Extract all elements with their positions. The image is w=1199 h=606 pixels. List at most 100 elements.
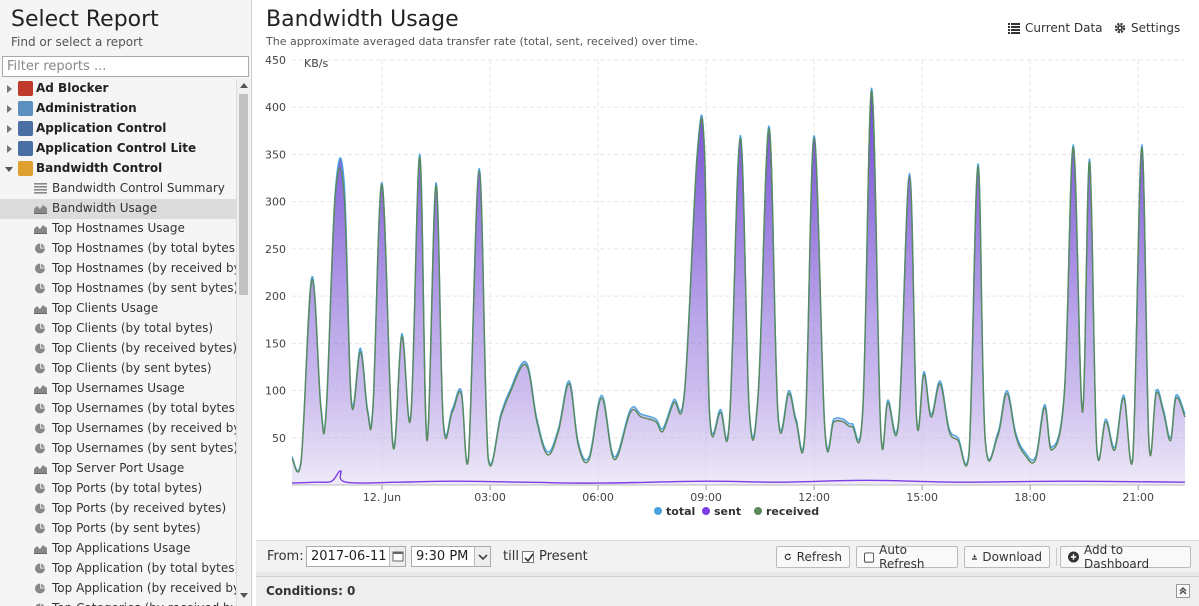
current-data-label: Current Data: [1025, 21, 1103, 35]
tree-category-application-control[interactable]: Application Control: [0, 119, 236, 139]
tree-category-application-control-lite[interactable]: Application Control Lite: [0, 139, 236, 159]
report-view-panel: Bandwidth Usage The approximate averaged…: [256, 0, 1199, 606]
tree-category-label: Administration: [36, 101, 137, 115]
total-area: [292, 88, 1185, 485]
tree-report-item[interactable]: Bandwidth Usage: [0, 199, 236, 219]
tree-report-item[interactable]: Top Clients (by sent bytes): [0, 359, 236, 379]
x-tick-label: 12. Jun: [363, 491, 401, 504]
tree-scrollbar[interactable]: [236, 79, 250, 606]
collapsed-arrow-icon[interactable]: [7, 105, 12, 113]
tree-report-item[interactable]: Top Ports (by received bytes): [0, 499, 236, 519]
tree-report-item[interactable]: Top Hostnames (by sent bytes): [0, 279, 236, 299]
tree-category-label: Bandwidth Control: [36, 161, 163, 175]
pie-chart-icon: [35, 323, 45, 334]
settings-label: Settings: [1131, 21, 1181, 35]
calendar-icon[interactable]: [389, 547, 405, 566]
pie-chart-icon: [35, 423, 45, 434]
collapsed-arrow-icon[interactable]: [7, 125, 12, 133]
y-axis-label: KB/s: [304, 57, 328, 70]
tree-category-ad-blocker[interactable]: Ad Blocker: [0, 79, 236, 99]
pie-chart-icon: [35, 283, 45, 294]
y-tick-label: 50: [272, 432, 286, 445]
chevron-down-icon[interactable]: [474, 547, 490, 566]
series-received-line: [291, 90, 1186, 473]
expanded-arrow-icon[interactable]: [5, 167, 13, 172]
pie-chart-icon: [35, 403, 45, 414]
conditions-label: Conditions: 0: [266, 584, 356, 598]
settings-button[interactable]: Settings: [1114, 19, 1180, 37]
tree-report-item[interactable]: Top Server Port Usage: [0, 459, 236, 479]
tree-category-bandwidth-control[interactable]: Bandwidth Control: [0, 159, 236, 179]
current-data-button[interactable]: Current Data: [1008, 19, 1103, 37]
checkbox-empty-icon: [864, 551, 875, 563]
y-tick-label: 200: [265, 290, 286, 303]
download-label: Download: [982, 550, 1042, 564]
x-tick-label: 15:00: [906, 491, 938, 504]
tree-report-label: Top Usernames (by sent bytes): [52, 441, 236, 455]
tree-report-item[interactable]: Top Usernames (by received bytes): [0, 419, 236, 439]
tree-report-label: Top Clients (by total bytes): [52, 321, 214, 335]
pie-chart-icon: [35, 343, 45, 354]
tree-report-item[interactable]: Top Usernames (by sent bytes): [0, 439, 236, 459]
x-tick-label: 03:00: [474, 491, 506, 504]
from-label: From:: [267, 549, 304, 564]
tree-report-item[interactable]: Top Hostnames Usage: [0, 219, 236, 239]
refresh-button[interactable]: Refresh: [776, 546, 850, 568]
tree-report-item[interactable]: Top Application (by total bytes): [0, 559, 236, 579]
panel-subtitle: Find or select a report: [11, 35, 143, 49]
tree-report-item[interactable]: Top Ports (by total bytes): [0, 479, 236, 499]
download-button[interactable]: Download: [964, 546, 1050, 568]
from-time-field[interactable]: 9:30 PM: [411, 546, 491, 567]
tree-report-item[interactable]: Top Applications Usage: [0, 539, 236, 559]
tree-report-label: Top Ports (by sent bytes): [52, 521, 201, 535]
tree-report-item[interactable]: Top Clients (by total bytes): [0, 319, 236, 339]
pie-chart-icon: [35, 443, 45, 454]
conditions-bar[interactable]: Conditions: 0: [256, 576, 1199, 606]
add-to-dashboard-label: Add to Dashboard: [1084, 543, 1150, 571]
present-checkbox[interactable]: [522, 551, 534, 563]
tree-report-item[interactable]: Top Usernames (by total bytes): [0, 399, 236, 419]
tree-report-label: Top Application (by received bytes): [52, 581, 236, 595]
tree-category-label: Application Control Lite: [36, 141, 197, 155]
application-control-icon: [18, 121, 33, 136]
collapse-up-icon[interactable]: [1176, 584, 1190, 598]
tree-report-item[interactable]: Top Hostnames (by total bytes): [0, 239, 236, 259]
present-label: Present: [539, 549, 588, 564]
x-tick-label: 09:00: [690, 491, 722, 504]
area-chart-icon: [34, 205, 47, 214]
pie-chart-icon: [35, 503, 45, 514]
tree-report-item[interactable]: Top Categories (by received bytes): [0, 599, 236, 606]
tree-report-item[interactable]: Top Clients Usage: [0, 299, 236, 319]
area-chart-icon: [34, 545, 47, 554]
scroll-up-arrow-icon[interactable]: [240, 83, 248, 88]
tree-report-label: Top Clients Usage: [52, 301, 159, 315]
tree-report-item[interactable]: Top Ports (by sent bytes): [0, 519, 236, 539]
pie-chart-icon: [35, 263, 45, 274]
pie-chart-icon: [35, 603, 45, 606]
legend-label-received: received: [766, 505, 819, 518]
tree-category-administration[interactable]: Administration: [0, 99, 236, 119]
tree-report-item[interactable]: Top Application (by received bytes): [0, 579, 236, 599]
tree-report-item[interactable]: Top Hostnames (by received byte...: [0, 259, 236, 279]
legend-marker-sent: [702, 507, 710, 515]
from-date-field[interactable]: 2017-06-11: [306, 546, 406, 567]
collapsed-arrow-icon[interactable]: [7, 145, 12, 153]
list-icon: [1008, 22, 1020, 34]
tree-report-item[interactable]: Top Usernames Usage: [0, 379, 236, 399]
scroll-thumb[interactable]: [239, 94, 248, 295]
y-tick-label: 150: [265, 337, 286, 350]
tree-report-item[interactable]: Bandwidth Control Summary: [0, 179, 236, 199]
pie-chart-icon: [35, 483, 45, 494]
x-tick-label: 12:00: [798, 491, 830, 504]
panel-title: Select Report: [11, 7, 159, 32]
filter-reports-input[interactable]: [2, 56, 249, 77]
collapsed-arrow-icon[interactable]: [7, 85, 12, 93]
auto-refresh-button[interactable]: Auto Refresh: [856, 543, 958, 571]
tree-report-item[interactable]: Top Clients (by received bytes): [0, 339, 236, 359]
report-title: Bandwidth Usage: [266, 7, 459, 32]
administration-icon: [18, 101, 33, 116]
legend-label-sent: sent: [714, 505, 741, 518]
add-to-dashboard-button[interactable]: Add to Dashboard: [1060, 543, 1191, 571]
tree-report-label: Top Usernames Usage: [52, 381, 185, 395]
scroll-down-arrow-icon[interactable]: [240, 593, 248, 598]
